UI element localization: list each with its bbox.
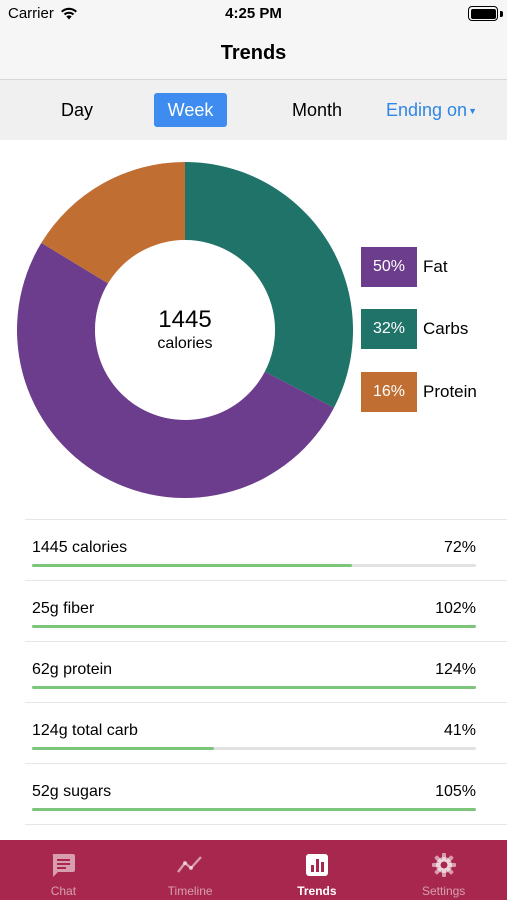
tab-settings[interactable]: Settings — [380, 840, 507, 900]
carrier-label: Carrier — [8, 5, 54, 22]
chat-icon — [53, 854, 76, 877]
nutrient-row-calories[interactable]: 1445 calories 72% — [25, 520, 507, 581]
donut-slice-protein — [41, 162, 185, 284]
nutrient-label: 1445 calories — [32, 539, 128, 556]
nutrient-label: 25g fiber — [32, 600, 95, 617]
legend-item-carbs: 32% Carbs — [361, 309, 501, 349]
tab-label: Timeline — [167, 884, 213, 898]
legend-item-protein: 16% Protein — [361, 372, 501, 412]
nutrient-label: 62g protein — [32, 661, 113, 678]
page-title: Trends — [220, 42, 287, 64]
progress-fill — [32, 747, 215, 750]
battery-nub — [500, 11, 503, 17]
nutrient-percent: 124% — [435, 661, 476, 678]
navigation-bar: Trends — [0, 28, 507, 80]
wifi-icon — [60, 7, 77, 20]
nutrient-row-sugars[interactable]: 52g sugars 105% — [25, 764, 507, 825]
progress-fill — [32, 808, 476, 811]
tab-label: Trends — [297, 884, 337, 898]
segment-week[interactable]: Week — [154, 93, 227, 127]
donut-inner-ring — [95, 240, 275, 420]
legend-label-protein: Protein — [423, 382, 477, 401]
bar-chart-icon — [305, 854, 328, 876]
battery-icon — [468, 6, 498, 21]
legend-swatch-carbs: 32% — [361, 309, 417, 349]
timeline-icon — [177, 856, 203, 873]
progress-fill — [32, 625, 476, 628]
caret-down-icon: ▼ — [468, 106, 477, 116]
legend-swatch-protein: 16% — [361, 372, 417, 412]
nutrient-percent: 41% — [443, 722, 476, 739]
nutrient-row-protein[interactable]: 62g protein 124% — [25, 642, 507, 703]
gear-icon — [431, 853, 456, 877]
tab-chat[interactable]: Chat — [0, 840, 127, 900]
tab-label: Chat — [50, 884, 77, 898]
donut-hole — [103, 248, 267, 412]
legend-swatch-fat: 50% — [361, 247, 417, 287]
status-bar: Carrier 4:25 PM — [0, 0, 507, 28]
nutrient-label: 124g total carb — [32, 722, 138, 739]
progress-track — [32, 808, 476, 811]
nutrient-row-total-carb[interactable]: 124g total carb 41% — [25, 703, 507, 764]
tab-bar: Chat Timeline Trends Sett — [0, 840, 507, 900]
macro-donut-chart — [17, 162, 353, 498]
progress-track — [32, 686, 476, 689]
nutrient-percent: 105% — [435, 783, 476, 800]
status-time: 4:25 PM — [225, 5, 282, 22]
tab-timeline[interactable]: Timeline — [127, 840, 254, 900]
donut-slice-fat — [17, 242, 334, 498]
legend-label-carbs: Carbs — [423, 319, 469, 338]
segment-month[interactable]: Month — [291, 100, 343, 120]
progress-fill — [32, 564, 352, 567]
ending-on-dropdown[interactable]: Ending on▼ — [386, 93, 477, 127]
progress-track — [32, 625, 476, 628]
progress-track — [32, 747, 476, 750]
tab-trends[interactable]: Trends — [254, 840, 381, 900]
nutrient-row-fiber[interactable]: 25g fiber 102% — [25, 581, 507, 642]
segment-day[interactable]: Day — [60, 100, 93, 120]
donut-slice-carbs — [185, 162, 353, 408]
nutrient-list: 1445 calories 72% 25g fiber 102% 62g pro… — [25, 519, 507, 825]
nutrient-percent: 72% — [443, 539, 476, 556]
ending-on-label: Ending on — [386, 100, 468, 120]
period-selector: Day Week Month Ending on▼ — [0, 80, 507, 140]
tab-label: Settings — [421, 884, 466, 898]
legend-item-fat: 50% Fat — [361, 247, 501, 287]
nutrient-label: 52g sugars — [32, 783, 112, 800]
legend-label-fat: Fat — [423, 257, 448, 276]
nutrient-percent: 102% — [435, 600, 476, 617]
progress-fill — [32, 686, 476, 689]
status-left: Carrier — [8, 5, 78, 22]
progress-track — [32, 564, 476, 567]
